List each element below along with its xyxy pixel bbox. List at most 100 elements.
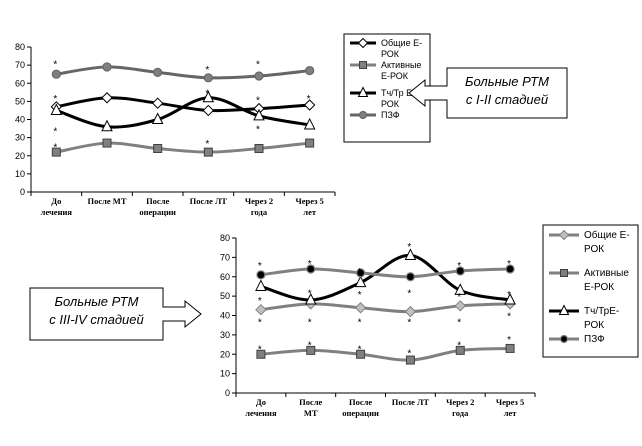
callout-line: Больные РТМ — [465, 74, 549, 89]
triangle-marker — [558, 304, 570, 315]
y-tick-label: 70 — [15, 60, 25, 70]
series-circle — [51, 62, 315, 83]
diamond-marker — [454, 300, 466, 312]
x-category-label: года — [251, 207, 268, 217]
square-marker — [455, 345, 465, 355]
y-tick-label: 10 — [220, 369, 230, 379]
legend-box — [542, 224, 639, 358]
square-marker — [254, 144, 264, 153]
series-circle — [256, 264, 515, 282]
significance-asterisk: * — [258, 317, 262, 328]
diamond-marker — [202, 104, 215, 117]
callout-line: с III-IV стадией — [49, 312, 143, 327]
significance-asterisk: * — [457, 292, 461, 303]
circle-marker — [153, 67, 163, 77]
legend-entry-label: Е-РОК — [584, 282, 614, 293]
series-line — [55, 96, 310, 129]
significance-asterisk: * — [258, 344, 262, 355]
significance-asterisk: * — [256, 59, 260, 70]
y-tick-label: 0 — [20, 187, 25, 197]
triangle-marker — [454, 283, 467, 295]
x-category-label: После — [349, 397, 372, 407]
square-marker — [153, 144, 163, 153]
circle-marker — [405, 272, 416, 282]
triangle-marker — [504, 292, 516, 305]
series-line — [56, 65, 310, 80]
x-category-label: операции — [139, 207, 176, 217]
diamond-marker — [404, 305, 417, 318]
x-category-label: Через 2 — [245, 196, 273, 206]
significance-asterisk: * — [507, 335, 511, 346]
x-category-label: лечения — [41, 207, 73, 217]
y-tick-label: 40 — [15, 115, 25, 125]
triangle-marker — [253, 108, 265, 121]
y-tick-label: 0 — [225, 388, 230, 398]
legend-entry-label: ПЗФ — [381, 110, 400, 120]
circle-marker — [355, 268, 366, 278]
significance-asterisk: * — [256, 125, 260, 136]
y-tick-label: 50 — [220, 291, 230, 301]
triangle-marker — [357, 86, 369, 97]
stage-callout: Больные РТМ с I-II стадией — [408, 67, 568, 119]
diamond-marker — [255, 303, 267, 316]
x-category-label: Через 2 — [446, 397, 474, 407]
diamond-marker — [101, 92, 113, 104]
square-marker — [305, 138, 315, 148]
series-square — [51, 138, 315, 157]
diamond-marker — [354, 302, 367, 314]
x-category-label: После ЛТ — [190, 196, 228, 206]
y-tick-label: 60 — [15, 78, 25, 88]
callout-line: Больные РТМ — [55, 294, 139, 309]
y-tick-label: 20 — [220, 349, 230, 359]
significance-asterisk: * — [457, 317, 461, 328]
significance-asterisk: * — [358, 344, 362, 355]
circle-marker — [455, 266, 465, 276]
x-category-label: лечения — [245, 408, 277, 418]
significance-asterisk: * — [507, 259, 511, 270]
significance-asterisk: * — [53, 59, 57, 70]
legend-entry-label: Активные — [584, 268, 629, 279]
x-category-label: лет — [303, 207, 317, 217]
significance-asterisk: * — [407, 317, 411, 328]
x-category-label: МТ — [304, 408, 318, 418]
significance-asterisk: * — [407, 288, 411, 299]
square-marker — [102, 138, 112, 148]
x-category-label: операции — [342, 408, 379, 418]
legend-entry-label: РОК — [584, 320, 604, 331]
x-category-label: лет — [504, 408, 518, 418]
circle-marker — [254, 71, 264, 81]
diamond-marker — [303, 99, 316, 111]
triangle-marker — [354, 275, 367, 288]
x-category-label: До — [51, 196, 61, 206]
triangle-marker — [304, 292, 317, 305]
significance-asterisk: * — [308, 288, 312, 299]
callout-line: с I-II стадией — [466, 92, 548, 107]
significance-asterisk: * — [308, 259, 312, 270]
legend: Общие Е- РОК Активные Е-РОК Тч/ТрЕ- РОК ПЗФ — [542, 224, 639, 358]
significance-asterisk: * — [457, 341, 461, 352]
series-line — [260, 302, 511, 314]
triangle-marker — [202, 90, 215, 103]
diamond-marker — [357, 37, 369, 49]
triangle-marker — [255, 279, 267, 291]
significance-asterisk: * — [53, 143, 57, 154]
circle-marker — [51, 69, 61, 79]
x-category-label: После — [299, 397, 322, 407]
significance-asterisk: * — [407, 242, 411, 253]
square-marker — [51, 147, 61, 157]
triangle-marker — [303, 117, 316, 130]
y-tick-label: 50 — [15, 96, 25, 106]
series-line — [260, 253, 511, 302]
circle-marker — [559, 334, 569, 344]
significance-asterisk: * — [205, 139, 209, 150]
series-line — [260, 267, 511, 279]
legend-entry-label: Активные — [381, 60, 421, 70]
square-marker — [256, 349, 266, 359]
legend-entry-label: РОК — [584, 244, 604, 255]
square-marker — [203, 147, 213, 157]
x-category-label: До — [256, 397, 266, 407]
significance-asterisk: * — [507, 290, 511, 301]
legend-entry-label: РОК — [381, 49, 400, 59]
